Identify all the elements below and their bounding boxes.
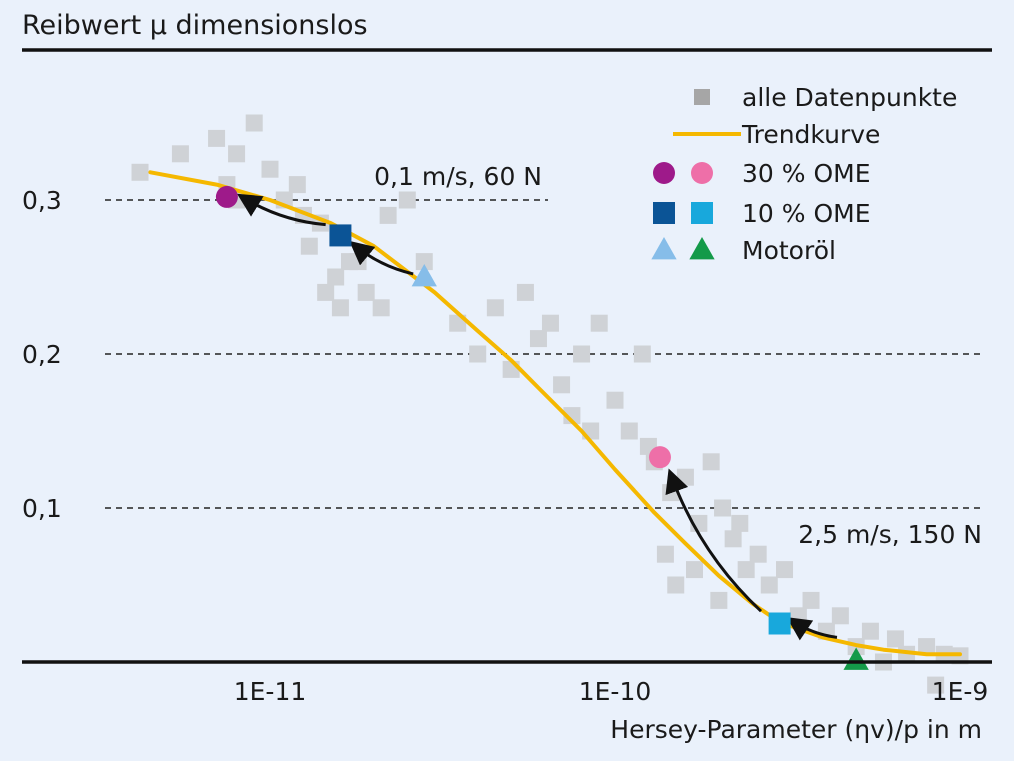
x-axis-label: Hersey-Parameter (ηv)/p in m — [610, 715, 982, 744]
gridlines — [105, 199, 982, 509]
y-tick-labels: 0,1 0,2 0,3 — [22, 186, 62, 523]
data-point — [327, 268, 345, 286]
arrow — [349, 240, 414, 276]
data-point — [714, 499, 732, 517]
legend-marker — [691, 202, 713, 224]
legend-marker — [691, 162, 713, 184]
data-point — [357, 283, 375, 301]
data-point — [228, 145, 246, 163]
arrow — [665, 468, 763, 613]
y-tick-label: 0,1 — [22, 494, 62, 523]
data-point — [573, 345, 591, 363]
data-point — [553, 376, 571, 394]
highlighted-series — [215, 185, 869, 670]
annotations: 0,1 m/s, 60 N 2,5 m/s, 150 N — [374, 162, 982, 549]
data-point — [245, 114, 263, 132]
arrows — [236, 193, 838, 641]
data-point — [529, 330, 547, 348]
data-point — [667, 576, 685, 594]
annotation: 2,5 m/s, 150 N — [798, 520, 982, 549]
data-point — [261, 160, 279, 178]
y-tick-label: 0,3 — [22, 186, 62, 215]
data-point — [927, 676, 945, 694]
data-point — [516, 283, 534, 301]
data-point — [317, 283, 335, 301]
data-point — [415, 253, 433, 271]
data-point — [300, 237, 318, 255]
data-point — [749, 545, 767, 563]
data-point — [731, 514, 749, 532]
data-point — [918, 638, 936, 656]
data-point — [831, 607, 849, 625]
legend-marker — [651, 237, 677, 260]
data-point — [171, 145, 189, 163]
data-point — [686, 561, 704, 579]
data-point — [676, 468, 694, 486]
data-point — [633, 345, 651, 363]
data-point — [469, 345, 487, 363]
series-marker — [329, 224, 352, 247]
y-tick-label: 0,2 — [22, 340, 62, 369]
series-marker — [215, 185, 238, 208]
annotation: 0,1 m/s, 60 N — [374, 162, 542, 191]
data-point — [541, 314, 559, 332]
x-tick-labels: 1E-11 1E-10 1E-9 — [234, 677, 989, 706]
arrow — [236, 193, 326, 227]
x-tick-label: 1E-11 — [234, 677, 307, 706]
data-point — [486, 299, 504, 317]
x-tick-label: 1E-9 — [932, 677, 989, 706]
legend-label: 30 % OME — [742, 159, 871, 188]
legend-marker — [653, 162, 675, 184]
data-point — [802, 591, 820, 609]
series-marker — [843, 647, 869, 670]
legend-marker — [694, 89, 710, 105]
chart-title: Reibwert μ dimensionslos — [22, 10, 368, 41]
data-point — [620, 422, 638, 440]
legend-label: 10 % OME — [742, 199, 871, 228]
data-point — [886, 630, 904, 648]
arrow — [786, 617, 838, 641]
x-tick-label: 1E-10 — [579, 677, 652, 706]
data-point — [590, 314, 608, 332]
data-point — [606, 391, 624, 409]
data-point — [331, 299, 349, 317]
data-point — [656, 545, 674, 563]
series-marker — [411, 264, 437, 287]
data-point — [131, 163, 149, 181]
series-marker — [768, 612, 791, 635]
data-point — [776, 561, 794, 579]
data-point — [379, 206, 397, 224]
data-points — [131, 114, 969, 694]
data-point — [372, 299, 390, 317]
data-point — [724, 530, 742, 548]
legend-marker — [689, 237, 715, 260]
data-point — [398, 191, 416, 209]
legend-label: Trendkurve — [741, 120, 880, 149]
data-point — [208, 129, 226, 147]
legend-label: alle Datenpunkte — [742, 83, 957, 112]
data-point — [760, 576, 778, 594]
data-point — [702, 453, 720, 471]
data-point — [737, 561, 755, 579]
data-point — [288, 176, 306, 194]
data-point — [861, 622, 879, 640]
series-marker — [648, 446, 671, 469]
data-point — [710, 591, 728, 609]
legend: alle Datenpunkte Trendkurve 30 % OME 10 % O… — [651, 83, 957, 265]
legend-label: Motoröl — [742, 236, 836, 265]
data-point — [349, 253, 367, 271]
legend-marker — [653, 202, 675, 224]
